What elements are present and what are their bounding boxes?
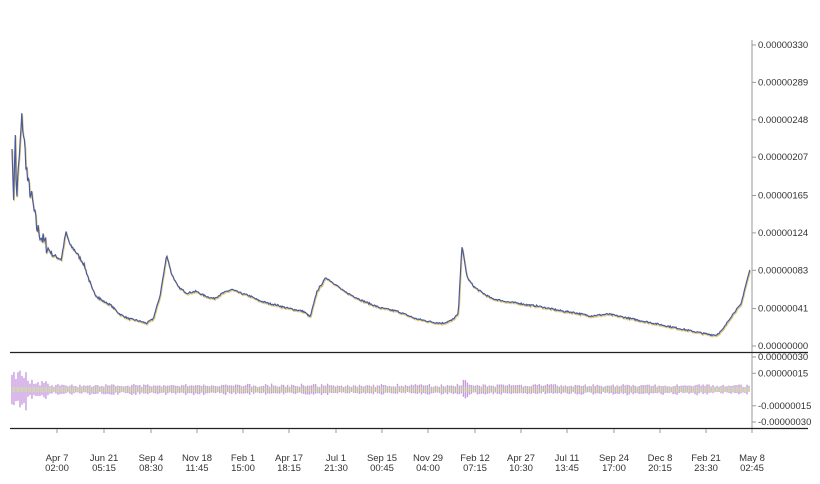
x-tick-time: 17:00: [602, 463, 626, 474]
x-tick-time: 10:30: [509, 463, 533, 474]
oscillator-y-ticks: 0.00000030 0.00000015 -0.00000015 -0.000000…: [752, 352, 811, 428]
x-tick-date: Nov 29: [413, 453, 443, 464]
x-tick-time: 02:45: [740, 463, 764, 474]
x-tick-time: 00:45: [370, 463, 394, 474]
oscillator-y-tick-label: 0.00000030: [758, 352, 808, 363]
x-tick-date: Apr 27: [507, 453, 535, 464]
x-tick-time: 23:30: [694, 463, 718, 474]
oscillator-y-tick-label: -0.00000030: [758, 417, 811, 428]
oscillator-bars: [11, 370, 750, 411]
x-tick-time: 05:15: [92, 463, 116, 474]
x-tick-time: 21:30: [324, 463, 348, 474]
price-y-tick-label: 0.00000041: [758, 304, 808, 315]
oscillator-y-tick-label: -0.00000015: [758, 401, 811, 412]
x-tick-date: Jun 21: [90, 453, 119, 464]
price-y-tick-label: 0.00000207: [758, 152, 808, 163]
price-shadow-line: [11, 114, 752, 338]
x-tick-time: 08:30: [139, 463, 163, 474]
x-tick-time: 15:00: [231, 463, 255, 474]
price-y-tick-label: 0.00000248: [758, 115, 808, 126]
x-tick-date: Apr 17: [275, 453, 303, 464]
x-tick-date: Sep 24: [599, 453, 629, 464]
price-y-tick-label: 0.00000000: [758, 341, 808, 352]
x-tick-date: Feb 21: [691, 453, 721, 464]
price-series-line: [11, 113, 751, 337]
price-y-tick-label: 0.00000289: [758, 77, 808, 88]
x-tick-date: May 8: [739, 453, 765, 464]
x-tick-time: 20:15: [648, 463, 672, 474]
x-tick-date: Jul 11: [555, 453, 580, 464]
x-tick-time: 07:15: [463, 463, 487, 474]
oscillator-y-tick-label: 0.00000015: [758, 368, 808, 379]
x-tick-date: Feb 1: [231, 453, 255, 464]
x-tick-date: Feb 12: [460, 453, 490, 464]
price-y-tick-label: 0.00000165: [758, 191, 808, 202]
x-tick-date: Sep 15: [367, 453, 397, 464]
x-tick-date: Jul 1: [326, 453, 346, 464]
x-tick-time: 02:00: [45, 463, 69, 474]
price-y-ticks: 0.00000330 0.00000289 0.00000248 0.00000207…: [752, 40, 808, 352]
x-tick-date: Apr 7: [46, 453, 69, 464]
x-tick-time: 04:00: [416, 463, 440, 474]
x-tick-date: Nov 18: [182, 453, 212, 464]
price-y-tick-label: 0.00000083: [758, 265, 808, 276]
x-tick-time: 18:15: [277, 463, 301, 474]
price-y-tick-label: 0.00000330: [758, 40, 808, 51]
x-tick-time: 11:45: [185, 463, 208, 474]
x-tick-date: Dec 8: [648, 453, 673, 464]
oscillator-panel: 0.00000030 0.00000015 -0.00000015 -0.000000…: [11, 352, 811, 428]
x-tick-date: Sep 4: [139, 453, 164, 464]
price-y-tick-label: 0.00000124: [758, 228, 808, 239]
price-panel: 0.00000330 0.00000289 0.00000248 0.00000207…: [11, 40, 808, 352]
x-tick-time: 13:45: [555, 463, 579, 474]
